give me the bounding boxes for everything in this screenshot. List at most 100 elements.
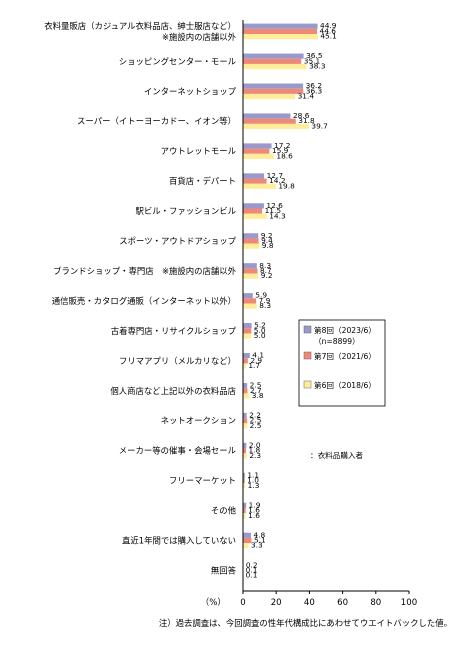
bar-value-label: 3.8: [252, 391, 264, 400]
bar-value-label: 12.7: [267, 171, 284, 180]
legend-swatch-series-7: [303, 351, 312, 360]
bar-value-label: 5.1: [254, 536, 266, 545]
category-label: スーパー（イトーヨーカドー、イオン等）: [77, 116, 236, 126]
legend: 第8回（2023/6） （n=8899） 第7回（2021/6） 第6回（201…: [298, 319, 386, 407]
category-label: ショッピングセンター・モール: [119, 56, 236, 66]
category-label: 古着専門店・リサイクルショップ: [111, 326, 237, 336]
bar-value-label: 38.3: [309, 62, 326, 71]
bar-value-label: 44.9: [320, 21, 337, 30]
bar-value-label: 5.2: [254, 321, 266, 330]
bar-value-label: 31.4: [298, 91, 315, 100]
bar-value-label: 3.3: [251, 541, 263, 550]
bar: [243, 93, 296, 100]
bar-value-label: 28.6: [293, 111, 310, 120]
bar: [243, 143, 272, 149]
bar: [243, 268, 258, 274]
bar: [243, 88, 304, 94]
bar-value-label: 2.2: [249, 411, 261, 420]
bar: [243, 507, 246, 514]
bar-value-label: 5.0: [254, 331, 266, 340]
bar: [243, 323, 252, 329]
bar: [243, 537, 252, 544]
bar: [243, 83, 304, 89]
bar-value-label: 31.8: [298, 116, 315, 125]
bar: [243, 263, 257, 269]
bar: [243, 472, 245, 479]
bar-value-label: 18.6: [276, 151, 293, 160]
category-label: 衣料量販店（カジュアル衣料品店、紳士服店など）: [44, 21, 236, 31]
bar-value-label: 8.3: [259, 261, 271, 270]
category-labels-layer: 衣料量販店（カジュアル衣料品店、紳士服店など）※施設内の店舗以外ショッピングセン…: [44, 21, 236, 576]
bar: [243, 123, 309, 130]
bar-value-label: 2.3: [249, 451, 261, 460]
bar-value-label: 12.6: [266, 201, 283, 210]
bar-value-label: 15.9: [272, 146, 289, 155]
footnote: 注）過去調査は、今回調査の性年代構成比にあわせてウエイトバックした値。: [159, 618, 452, 628]
category-label: 百貨店・デパート: [169, 176, 236, 186]
bar: [243, 393, 250, 399]
legend-label-series-6: 第6回（2018/6）: [314, 380, 376, 390]
x-tick-label: 40: [304, 598, 315, 608]
bar: [243, 418, 248, 424]
bar: [243, 502, 247, 508]
bar: [243, 173, 265, 179]
bar: [243, 532, 251, 538]
sample-annotation: ：衣料品購入者: [310, 450, 364, 460]
category-label: フリーマーケット: [169, 476, 236, 486]
bar: [243, 34, 318, 40]
category-label: ネットオークション: [161, 416, 236, 426]
bar-value-label: 2.5: [250, 416, 262, 425]
bar: [243, 442, 247, 449]
bar-value-label: 1.0: [247, 476, 259, 485]
bar-value-label: 1.1: [247, 470, 259, 479]
bar: [243, 183, 276, 189]
value-labels-layer: 44.944.645.1 36.535.138.3 36.236.331.4 28.6…: [246, 21, 337, 579]
bar-value-label: 2.5: [250, 421, 262, 430]
bar: [243, 298, 257, 304]
category-label: アウトレットモール: [161, 146, 236, 156]
bar-value-label: 11.5: [265, 206, 282, 215]
bars-layer: [243, 23, 318, 579]
bar: [243, 293, 253, 299]
bar: [243, 453, 247, 459]
bar: [243, 543, 249, 549]
bar-value-label: 0.1: [246, 565, 258, 574]
bar-value-label: 0.1: [246, 571, 258, 580]
legend-sample-size: （n=8899）: [314, 337, 360, 346]
x-tick-label: 20: [271, 598, 282, 608]
bar: [243, 113, 291, 119]
category-label: 通信販売・カタログ通販（インターネット以外）: [52, 296, 236, 306]
bar: [243, 382, 248, 389]
bar: [243, 273, 259, 279]
category-label: フリマアプリ（メルカリなど）: [119, 356, 236, 366]
bar-value-label: 36.2: [306, 81, 322, 90]
bar-value-label: 4.8: [253, 530, 265, 539]
bar: [243, 53, 304, 59]
bar: [243, 148, 270, 154]
bar-value-label: 2.5: [250, 381, 262, 390]
bar-value-label: 5.9: [255, 291, 267, 300]
category-label: その他: [211, 506, 237, 516]
bar: [243, 63, 307, 70]
category-label: インターネットショップ: [144, 86, 237, 96]
legend-label-series-7: 第7回（2021/6）: [314, 351, 376, 361]
bar-value-label: 14.3: [269, 211, 286, 220]
x-tick-label: 80: [370, 598, 381, 608]
category-label: スポーツ・アウトドアショップ: [119, 236, 236, 246]
bar-value-label: 0.2: [246, 560, 258, 569]
bar-value-label: 4.1: [252, 351, 264, 360]
bar: [243, 238, 259, 244]
bar-value-label: 1.7: [248, 361, 260, 370]
category-label: 個人商店など上記以外の衣料品店: [110, 386, 236, 396]
legend-swatch-series-8: [303, 325, 312, 334]
bar: [243, 423, 248, 429]
bar-value-label: 2.7: [250, 386, 262, 395]
bar: [243, 388, 248, 394]
bar-value-label: 44.6: [320, 26, 337, 35]
bar-value-label: 2.9: [250, 356, 262, 365]
category-label: 駅ビル・ファッションビル: [136, 206, 237, 216]
bar-value-label: 36.3: [306, 86, 323, 95]
bar: [243, 178, 267, 184]
bar-value-label: 1.6: [248, 511, 260, 520]
